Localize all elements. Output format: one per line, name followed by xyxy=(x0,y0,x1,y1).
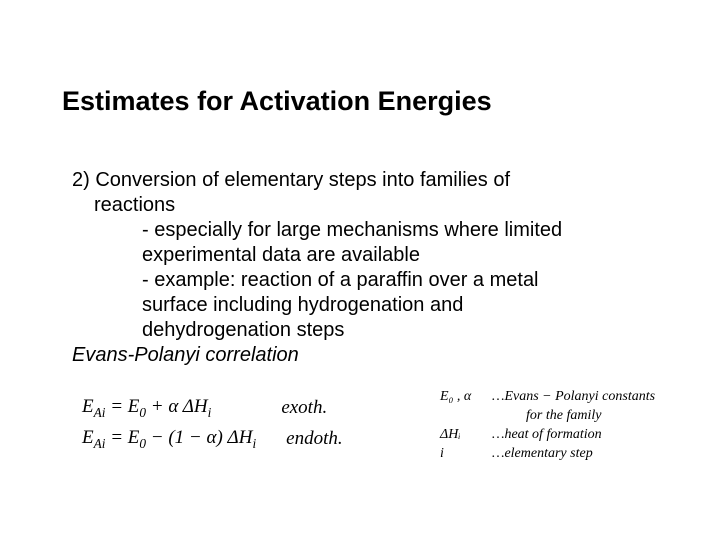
legend-sym-2: ΔHᵢ xyxy=(440,426,492,445)
evans-polanyi-label: Evans-Polanyi correlation xyxy=(72,343,652,368)
legend-txt-1: …Evans − Polanyi constants xyxy=(492,388,655,407)
eq1-mid: = E xyxy=(105,396,139,417)
eq2-lhs-sub: Ai xyxy=(94,436,106,451)
num-2: 2) xyxy=(72,169,90,191)
line-1-text: Conversion of elementary steps into fami… xyxy=(95,169,510,191)
legend-txt-1b: for the family xyxy=(492,407,601,426)
body-text: 2) Conversion of elementary steps into f… xyxy=(72,168,652,368)
eq1-plus: + α ΔH xyxy=(146,396,208,417)
eq2-plus: − (1 − α) ΔH xyxy=(146,427,252,448)
eq1-lhs-sub: Ai xyxy=(94,405,106,420)
bullet-2a: - example: reaction of a paraffin over a… xyxy=(72,268,652,293)
eq1-label: exoth. xyxy=(281,397,327,419)
bullet-2b: surface including hydrogenation and xyxy=(72,293,652,318)
eq2-mid: = E xyxy=(105,427,139,448)
eq2-rhs-sub: i xyxy=(252,436,256,451)
legend-txt-3: …elementary step xyxy=(492,445,593,464)
legend-row-3: i …elementary step xyxy=(440,445,700,464)
legend-row-2: ΔHᵢ …heat of formation xyxy=(440,426,700,445)
eq2-label: endoth. xyxy=(286,428,342,450)
slide-title: Estimates for Activation Energies xyxy=(62,86,492,117)
eq1-rhs-sub: i xyxy=(208,405,212,420)
eq1-lhs-E: E xyxy=(82,396,94,417)
legend-block: E₀ , α …Evans − Polanyi constants for th… xyxy=(440,388,700,464)
line-1: 2) Conversion of elementary steps into f… xyxy=(72,168,652,193)
bullet-1b: experimental data are available xyxy=(72,243,652,268)
bullet-1a: - especially for large mechanisms where … xyxy=(72,218,652,243)
legend-sym-3: i xyxy=(440,445,492,464)
legend-row-1b: for the family xyxy=(440,407,700,426)
legend-txt-2: …heat of formation xyxy=(492,426,602,445)
legend-row-1: E₀ , α …Evans − Polanyi constants xyxy=(440,388,700,407)
eq2-lhs-E: E xyxy=(82,427,94,448)
legend-sym-1: E₀ , α xyxy=(440,388,492,407)
line-2: reactions xyxy=(72,193,652,218)
legend-sym-1b xyxy=(440,407,492,426)
bullet-2c: dehydrogenation steps xyxy=(72,318,652,343)
